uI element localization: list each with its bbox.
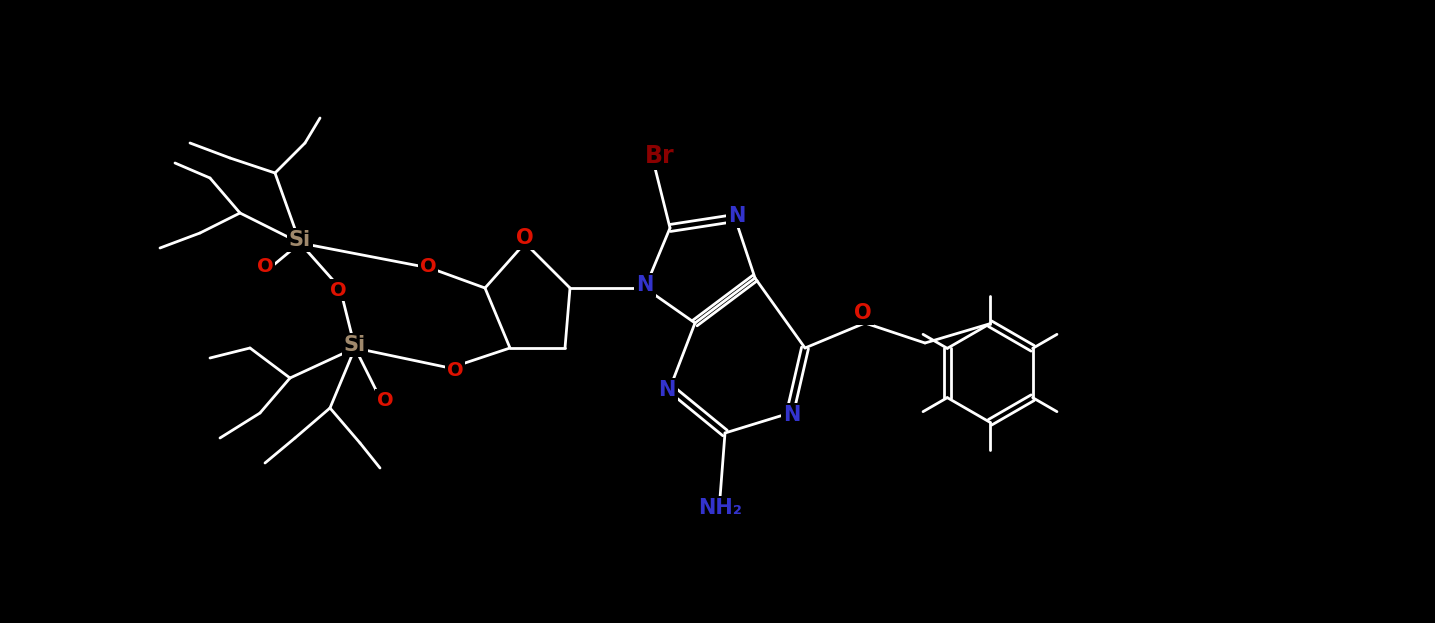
Text: O: O bbox=[376, 391, 393, 409]
Text: O: O bbox=[330, 280, 346, 300]
Text: NH₂: NH₂ bbox=[697, 498, 742, 518]
Text: N: N bbox=[729, 206, 746, 226]
Text: N: N bbox=[784, 405, 801, 425]
Text: O: O bbox=[257, 257, 273, 275]
Text: O: O bbox=[854, 303, 872, 323]
Text: N: N bbox=[636, 275, 654, 295]
Text: N: N bbox=[659, 380, 676, 400]
Text: Si: Si bbox=[344, 335, 366, 355]
Text: Si: Si bbox=[288, 230, 311, 250]
Text: O: O bbox=[419, 257, 436, 275]
Text: Br: Br bbox=[646, 144, 674, 168]
Text: O: O bbox=[446, 361, 464, 379]
Text: O: O bbox=[517, 228, 534, 248]
